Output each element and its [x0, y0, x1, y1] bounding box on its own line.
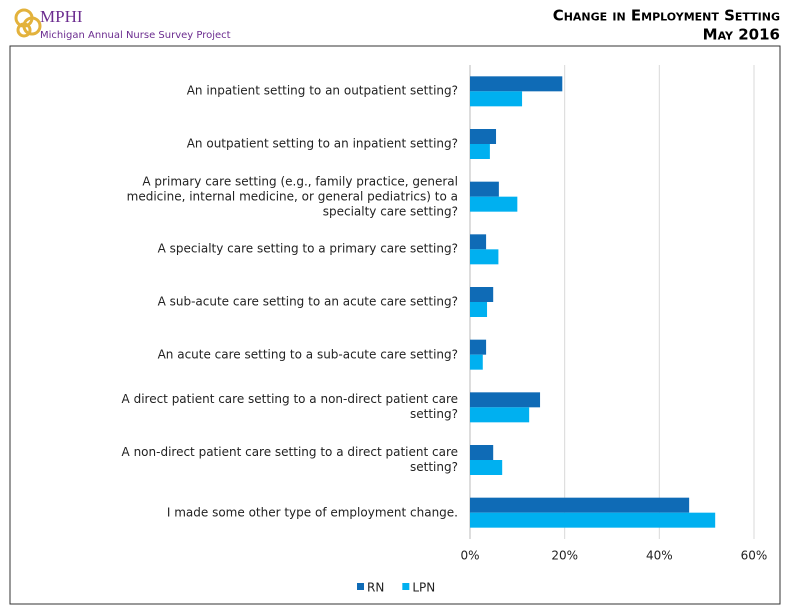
category-label: A primary care setting (e.g., family pra… [126, 174, 458, 219]
category-label: A non-direct patient care setting to a d… [121, 445, 458, 474]
organization: Michigan Annual Nurse Survey Project [40, 30, 231, 41]
bar [470, 392, 541, 408]
bar [470, 339, 487, 355]
bar [470, 302, 488, 317]
bar [470, 407, 530, 423]
category-label: An outpatient setting to an inpatient se… [186, 136, 458, 151]
bar [470, 249, 499, 265]
bar [470, 181, 499, 197]
bar [470, 234, 487, 250]
bar [470, 497, 690, 513]
bar [470, 287, 494, 302]
bar [470, 76, 563, 92]
legend-swatch [402, 583, 410, 590]
legend-label: LPN [412, 581, 435, 595]
bar [470, 144, 490, 159]
x-tick-label: 40% [646, 549, 673, 563]
category-label: A direct patient care setting to a non-d… [121, 392, 458, 422]
category-label: An acute care setting to a sub-acute car… [157, 347, 458, 362]
bar [470, 129, 497, 144]
category-label: An inpatient setting to an outpatient se… [186, 83, 458, 98]
logo-text: MPHI [40, 7, 83, 26]
chart-frame [9, 45, 781, 605]
chart-subtitle: May 2016 [703, 26, 780, 44]
x-tick-label: 20% [551, 549, 578, 563]
x-tick-label: 0% [460, 549, 479, 563]
legend-swatch [357, 583, 364, 590]
bar [470, 354, 483, 370]
bar [470, 91, 523, 107]
bar [470, 512, 716, 528]
bar [470, 196, 518, 212]
x-tick-label: 60% [741, 549, 768, 563]
bar [470, 460, 503, 475]
category-label: A specialty care setting to a primary ca… [157, 241, 458, 256]
legend-label: RN [367, 581, 384, 595]
bar [470, 445, 494, 460]
category-label: I made some other type of employment cha… [166, 505, 458, 520]
category-label: A sub-acute care setting to an acute car… [157, 294, 458, 309]
chart-title: Change in Employment Setting [553, 7, 780, 25]
logo-emblem [14, 8, 42, 38]
